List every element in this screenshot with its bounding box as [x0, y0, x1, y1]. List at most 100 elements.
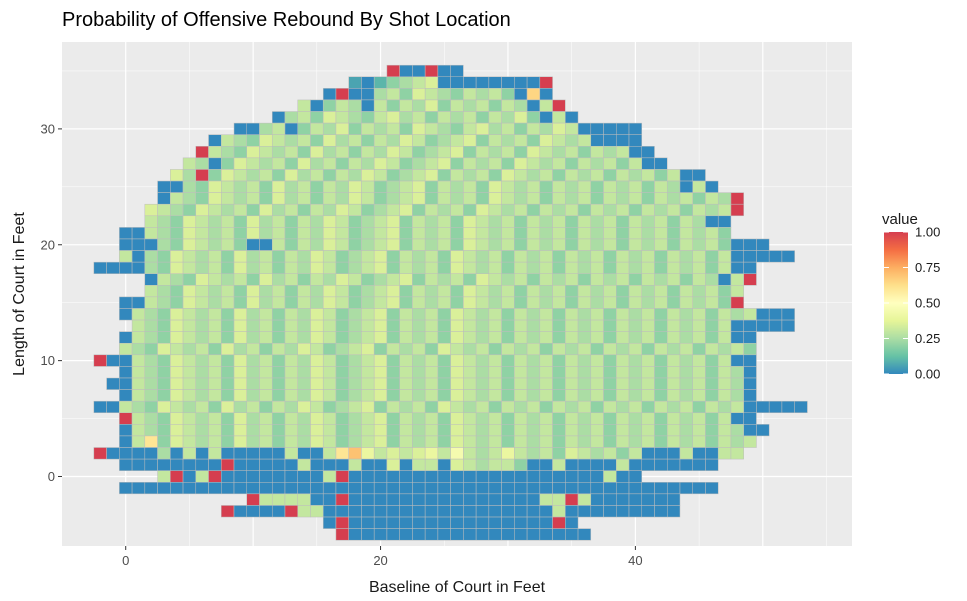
heatmap-tile: [654, 192, 668, 205]
heatmap-tile: [348, 285, 362, 298]
heatmap-tile: [322, 308, 337, 321]
heatmap-tile: [93, 447, 107, 460]
heatmap-tile: [552, 111, 566, 124]
heatmap-tile: [514, 285, 528, 298]
heatmap-tile: [348, 134, 362, 147]
heatmap-tile: [424, 111, 439, 124]
heatmap-tile: [577, 238, 592, 251]
heatmap-tile: [195, 389, 209, 402]
heatmap-tile: [514, 76, 528, 89]
heatmap-tile: [539, 169, 553, 182]
heatmap-tile: [526, 99, 541, 112]
heatmap-tile: [348, 273, 362, 286]
heatmap-tile: [526, 366, 541, 379]
heatmap-tile: [310, 296, 324, 309]
heatmap-tile: [603, 377, 617, 390]
heatmap-tile: [743, 412, 757, 425]
heatmap-tile: [373, 238, 388, 251]
heatmap-tile: [412, 157, 426, 170]
heatmap-tile: [335, 470, 349, 483]
heatmap-tile: [679, 169, 693, 182]
heatmap-tile: [208, 250, 222, 263]
heatmap-tile: [144, 447, 158, 460]
heatmap-tile: [565, 354, 579, 367]
heatmap-tile: [157, 215, 171, 228]
heatmap-tile: [437, 250, 451, 263]
heatmap-tile: [271, 169, 286, 182]
heatmap-tile: [501, 482, 515, 495]
heatmap-tile: [539, 134, 553, 147]
heatmap-tile: [475, 134, 490, 147]
heatmap-tile: [666, 250, 681, 263]
heatmap-tile: [157, 308, 171, 321]
heatmap-tile: [514, 342, 528, 356]
heatmap-tile: [373, 88, 388, 101]
heatmap-tile: [450, 342, 464, 356]
heatmap-tile: [692, 192, 706, 205]
heatmap-tile: [271, 505, 286, 518]
heatmap-tile: [666, 342, 681, 356]
heatmap-tile: [424, 400, 439, 414]
heatmap-tile: [412, 238, 426, 251]
heatmap-tile: [348, 458, 362, 471]
heatmap-tile: [730, 285, 744, 298]
heatmap-tile: [348, 528, 362, 541]
heatmap-tile: [501, 285, 515, 298]
heatmap-tile: [259, 342, 273, 356]
heatmap-tile: [322, 377, 337, 390]
heatmap-tile: [501, 505, 515, 518]
heatmap-tile: [450, 99, 464, 112]
heatmap-tile: [195, 227, 209, 240]
heatmap-tile: [170, 458, 184, 471]
heatmap-tile: [182, 250, 197, 263]
heatmap-tile: [284, 412, 298, 425]
heatmap-tile: [195, 169, 209, 182]
heatmap-tile: [437, 273, 451, 286]
heatmap-tile: [386, 261, 400, 274]
heatmap-tile: [361, 331, 375, 344]
heatmap-tile: [743, 273, 757, 286]
heatmap-tile: [692, 308, 706, 321]
heatmap-tile: [692, 250, 706, 263]
heatmap-tile: [552, 400, 566, 414]
heatmap-tile: [246, 157, 260, 170]
heatmap-tile: [552, 308, 566, 321]
heatmap-tile: [233, 424, 248, 437]
heatmap-tile: [246, 227, 260, 240]
heatmap-tile: [539, 319, 553, 332]
heatmap-tile: [730, 331, 744, 344]
heatmap-tile: [386, 180, 400, 193]
heatmap-tile: [246, 146, 260, 159]
heatmap-tile: [526, 215, 541, 228]
heatmap-tile: [437, 64, 451, 78]
heatmap-tile: [157, 203, 171, 217]
heatmap-tile: [552, 528, 566, 541]
heatmap-tile: [705, 215, 719, 228]
heatmap-tile: [386, 458, 400, 471]
heatmap-tile: [246, 319, 260, 332]
heatmap-tile: [501, 273, 515, 286]
heatmap-tile: [552, 505, 566, 518]
heatmap-tile: [628, 482, 643, 495]
heatmap-tile: [679, 342, 693, 356]
heatmap-tile: [386, 192, 400, 205]
heatmap-tile: [373, 134, 388, 147]
heatmap-tile: [284, 447, 298, 460]
heatmap-tile: [373, 354, 388, 367]
heatmap-tile: [501, 250, 515, 263]
heatmap-tile: [654, 203, 668, 217]
heatmap-tile: [628, 203, 643, 217]
heatmap-tile: [424, 99, 439, 112]
heatmap-tile: [208, 319, 222, 332]
heatmap-tile: [386, 146, 400, 159]
heatmap-tile: [170, 273, 184, 286]
heatmap-tile: [565, 227, 579, 240]
heatmap-tile: [310, 134, 324, 147]
heatmap-tile: [692, 458, 706, 471]
heatmap-tile: [182, 389, 197, 402]
heatmap-tile: [386, 400, 400, 414]
heatmap-tile: [361, 389, 375, 402]
heatmap-tile: [641, 412, 655, 425]
heatmap-tile: [157, 377, 171, 390]
